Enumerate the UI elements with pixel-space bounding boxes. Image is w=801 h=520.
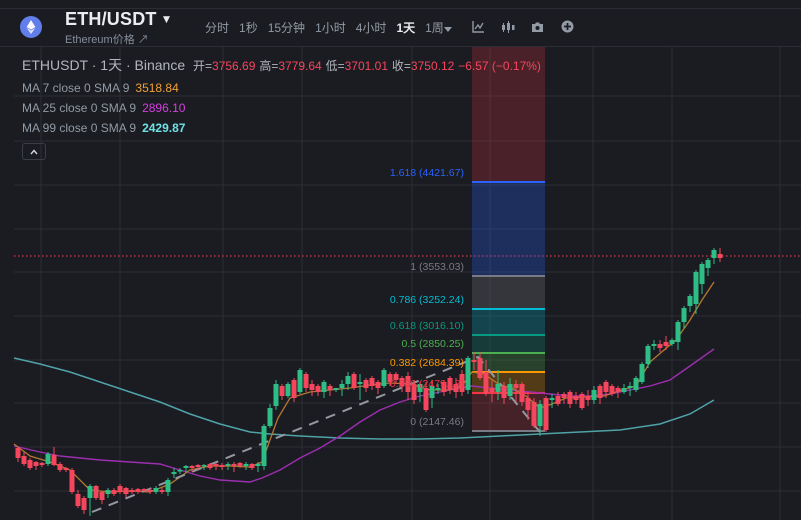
ma99-value: 2429.87: [142, 121, 186, 135]
open-label: 开=: [193, 59, 213, 73]
symbol-title: ETHUSDT · 1天 · Binance: [22, 57, 186, 73]
ma99-label: MA 99 close 0 SMA 9: [22, 121, 137, 135]
close-value: 3750.12: [410, 59, 455, 73]
tab-interval-1s[interactable]: 1秒: [239, 21, 258, 35]
ma7-label: MA 7 close 0 SMA 9: [22, 81, 130, 95]
pair-dropdown-icon[interactable]: ▼: [163, 15, 170, 25]
svg-text:0.236 (2479.18): 0.236 (2479.18): [390, 378, 464, 390]
svg-text:0.5 (2850.25): 0.5 (2850.25): [402, 338, 464, 350]
svg-text:0.786 (3252.24): 0.786 (3252.24): [390, 294, 464, 306]
svg-text:0 (2147.46): 0 (2147.46): [410, 416, 464, 428]
legend-collapse-button[interactable]: [22, 143, 46, 160]
interval-tabs: 分时 1秒 15分钟 1小时 4小时 1天 1周: [205, 19, 454, 36]
top-bar: ETH/USDT ▼ Ethereum价格 ↗ 分时 1秒 15分钟 1小时 4…: [0, 0, 801, 47]
pair-title[interactable]: ETH/USDT: [65, 9, 157, 29]
svg-text:1.618 (4421.67): 1.618 (4421.67): [390, 167, 464, 179]
tab-interval-1d[interactable]: 1天: [396, 21, 416, 35]
symbol-ohlc-row: ETHUSDT · 1天 · Binance 开=3756.69 高=3779.…: [22, 55, 541, 75]
high-value: 3779.64: [278, 59, 322, 73]
high-label: 高=: [259, 59, 279, 73]
tab-interval-4h[interactable]: 4小时: [355, 21, 387, 35]
chevron-up-icon: [30, 148, 38, 154]
svg-text:0.618 (3016.10): 0.618 (3016.10): [390, 320, 464, 332]
indicators-icon[interactable]: [472, 18, 486, 33]
camera-icon[interactable]: [531, 18, 545, 32]
svg-text:0.382 (2684.39): 0.382 (2684.39): [390, 357, 464, 369]
fibonacci-labels: 1.618 (4421.67) 1 (3553.03) 0.786 (3252.24…: [390, 167, 464, 428]
close-label: 收=: [391, 59, 411, 73]
ma25-label: MA 25 close 0 SMA 9: [22, 101, 137, 115]
coin-price-link[interactable]: Ethereum价格 ↗: [65, 34, 149, 46]
candles: [15, 248, 723, 516]
low-value: 3701.01: [344, 59, 389, 73]
fibonacci-retracement[interactable]: [472, 47, 545, 432]
interval-dropdown-icon[interactable]: [443, 19, 457, 33]
tab-interval-1h[interactable]: 1小时: [315, 21, 346, 35]
top-divider: [0, 8, 801, 9]
ma25-value: 2896.10: [142, 101, 186, 115]
ethereum-logo-icon: [20, 16, 42, 38]
candlestick-chart[interactable]: 1.618 (4421.67) 1 (3553.03) 0.786 (3252.24…: [0, 47, 801, 520]
ma7-row[interactable]: MA 7 close 0 SMA 9 3518.84: [22, 81, 541, 95]
svg-text:1 (3553.03): 1 (3553.03): [410, 261, 464, 273]
change-value: −6.57 (−0.17%): [458, 59, 541, 73]
add-icon[interactable]: [561, 18, 575, 33]
open-value: 3756.69: [212, 59, 256, 73]
candle-type-icon[interactable]: [501, 18, 515, 33]
ma99-row[interactable]: MA 99 close 0 SMA 9 2429.87: [22, 121, 541, 135]
ma25-row[interactable]: MA 25 close 0 SMA 9 2896.10: [22, 101, 541, 115]
ma7-value: 3518.84: [135, 81, 179, 95]
tab-interval-1w[interactable]: 1周: [425, 21, 444, 35]
low-label: 低=: [325, 59, 345, 73]
tab-interval-15m[interactable]: 15分钟: [267, 21, 306, 35]
tab-interval-line[interactable]: 分时: [205, 21, 230, 35]
chart-legend: ETHUSDT · 1天 · Binance 开=3756.69 高=3779.…: [22, 55, 541, 135]
